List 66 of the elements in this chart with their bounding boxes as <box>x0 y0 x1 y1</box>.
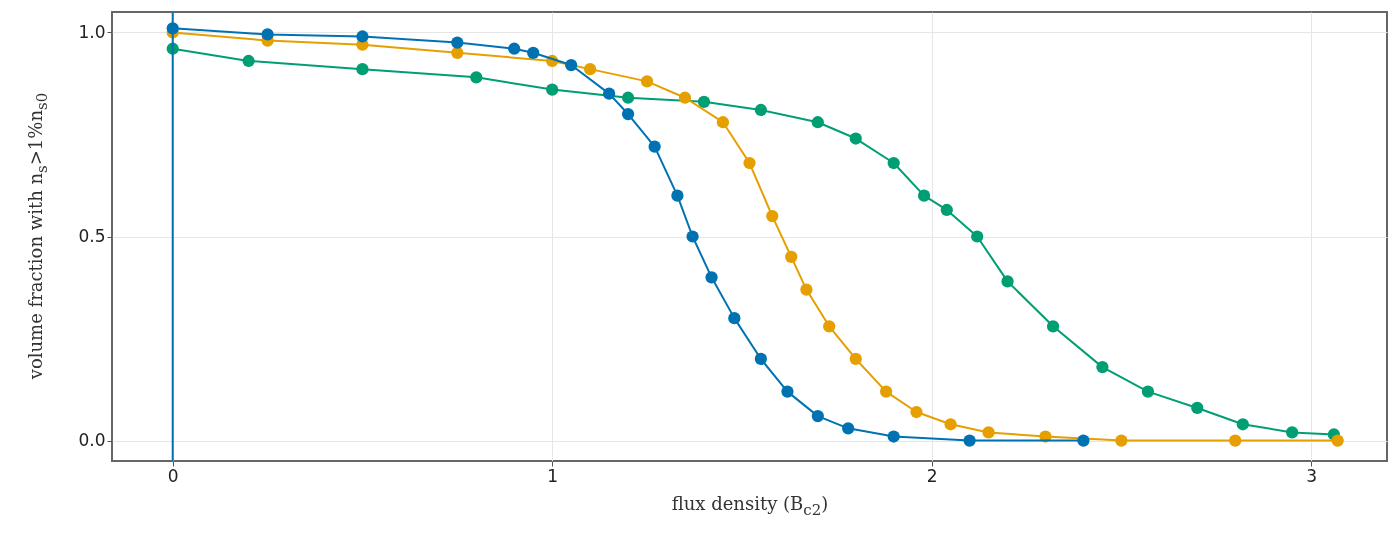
point <box>1115 434 1128 447</box>
point <box>508 42 521 55</box>
point <box>971 230 984 243</box>
point <box>887 430 900 443</box>
x-tick-label: 2 <box>926 465 938 486</box>
point <box>1077 434 1090 447</box>
point <box>940 203 953 217</box>
point <box>944 418 957 431</box>
point <box>621 91 635 104</box>
x-tick-label: 3 <box>1306 465 1318 486</box>
point <box>811 116 824 129</box>
y-tick-label: 0.5 <box>78 226 106 246</box>
point <box>887 156 900 170</box>
point <box>602 87 616 100</box>
point <box>982 426 995 439</box>
point <box>242 54 255 68</box>
point <box>766 209 779 223</box>
point <box>1286 426 1299 439</box>
point <box>785 250 798 264</box>
point <box>527 46 540 59</box>
point <box>705 271 718 284</box>
point <box>879 385 893 398</box>
point <box>917 189 931 202</box>
point <box>1191 401 1204 415</box>
x-tick-label: 1 <box>547 465 559 486</box>
point <box>356 63 369 76</box>
point <box>1096 361 1109 374</box>
point <box>842 422 855 435</box>
point <box>781 385 794 398</box>
point <box>754 352 768 366</box>
point <box>1331 434 1344 447</box>
point <box>648 140 661 153</box>
point <box>1141 385 1155 398</box>
point <box>728 312 741 325</box>
x-axis-title: flux density (B$_{c2}$) <box>671 493 829 519</box>
x-tick-label: 0 <box>167 465 179 486</box>
point <box>1001 275 1014 288</box>
point <box>963 434 976 447</box>
point <box>470 71 483 84</box>
point <box>451 36 464 49</box>
point <box>546 83 559 96</box>
y-tick-label: 1.0 <box>78 21 106 42</box>
point <box>910 405 923 419</box>
point <box>1236 418 1249 431</box>
point <box>356 30 369 43</box>
point <box>697 95 711 108</box>
point <box>849 352 862 366</box>
point <box>849 132 862 145</box>
point <box>451 46 464 59</box>
point <box>621 107 635 121</box>
point <box>823 320 836 333</box>
point <box>1229 434 1242 447</box>
point <box>754 103 768 117</box>
point <box>584 63 597 76</box>
point <box>716 116 730 129</box>
point <box>686 230 699 243</box>
point <box>565 58 578 72</box>
point <box>811 409 824 423</box>
point <box>678 91 692 104</box>
point <box>261 28 274 41</box>
point <box>1046 320 1060 333</box>
y-tick-label: 0.0 <box>78 430 106 451</box>
point <box>800 283 813 296</box>
point <box>743 156 756 170</box>
point <box>640 75 654 88</box>
point <box>671 189 684 202</box>
